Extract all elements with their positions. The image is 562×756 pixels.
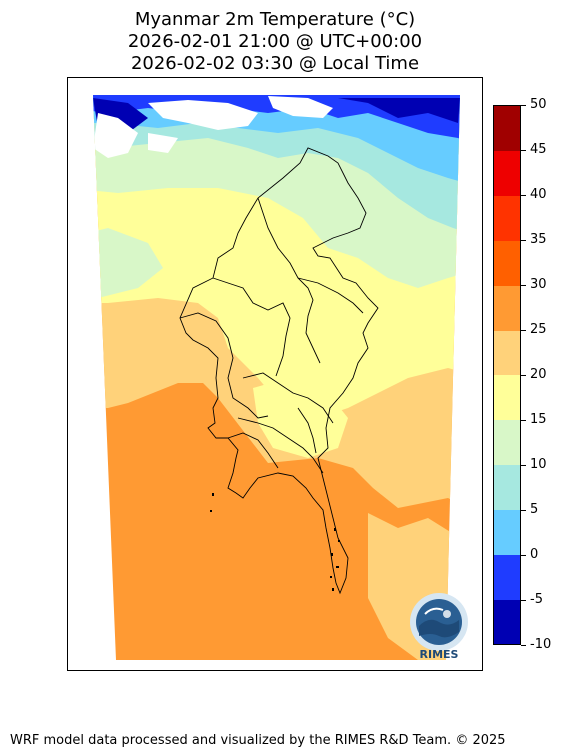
colorbar-tick-label: -10 (530, 637, 552, 652)
colorbar-segment (494, 240, 520, 286)
colorbar-segment (494, 150, 520, 197)
colorbar-tick (521, 284, 526, 286)
colorbar (493, 105, 521, 645)
colorbar-segment (494, 509, 520, 555)
temperature-map (93, 95, 460, 660)
colorbar-tick-label: 15 (530, 412, 547, 427)
colorbar-tick-label: 30 (530, 277, 547, 292)
colorbar-segment (494, 375, 520, 421)
colorbar-tick-label: 25 (530, 322, 547, 337)
colorbar-tick-label: 45 (530, 142, 547, 157)
colorbar-tick (521, 509, 526, 511)
colorbar-tick-label: 0 (530, 547, 539, 562)
colorbar-tick (521, 554, 526, 556)
rimes-globe-logo-icon: RIMES (410, 593, 468, 660)
colorbar-segment (494, 285, 520, 331)
title-line-2: 2026-02-01 21:00 @ UTC+00:00 (127, 31, 423, 52)
colorbar-tick (521, 239, 526, 241)
colorbar-tick (521, 599, 526, 601)
temp-band-minus5-0 (93, 95, 460, 148)
colorbar-tick (521, 149, 526, 151)
temp-band-minus10-minus5 (338, 98, 460, 123)
colorbar-segment (494, 599, 520, 645)
title-line-3: 2026-02-02 03:30 @ Local Time (130, 53, 420, 74)
colorbar-tick-label: 40 (530, 187, 547, 202)
colorbar-tick-label: 20 (530, 367, 547, 382)
title-line-1: Myanmar 2m Temperature (°C) (134, 9, 416, 30)
colorbar-segment (494, 419, 520, 466)
colorbar-segment (494, 464, 520, 510)
colorbar-tick-label: -5 (530, 592, 543, 607)
logo-text: RIMES (420, 648, 459, 660)
colorbar-tick (521, 194, 526, 196)
colorbar-tick-label: 5 (530, 502, 539, 517)
colorbar-tick (521, 644, 526, 646)
colorbar-tick (521, 464, 526, 466)
colorbar-segment (494, 330, 520, 376)
footer-credit: WRF model data processed and visualized … (10, 733, 506, 748)
colorbar-segment (494, 554, 520, 600)
myanmar-borders (179, 147, 379, 595)
islands (210, 493, 340, 591)
colorbar-segment (494, 195, 520, 241)
map-panel (67, 77, 483, 671)
colorbar-tick (521, 419, 526, 421)
colorbar-tick (521, 374, 526, 376)
colorbar-segment (494, 106, 520, 152)
colorbar-tick (521, 329, 526, 331)
colorbar-tick-label: 35 (530, 232, 547, 247)
colorbar-tick-label: 10 (530, 457, 547, 472)
colorbar-tick (521, 104, 526, 106)
colorbar-tick-label: 50 (530, 97, 547, 112)
